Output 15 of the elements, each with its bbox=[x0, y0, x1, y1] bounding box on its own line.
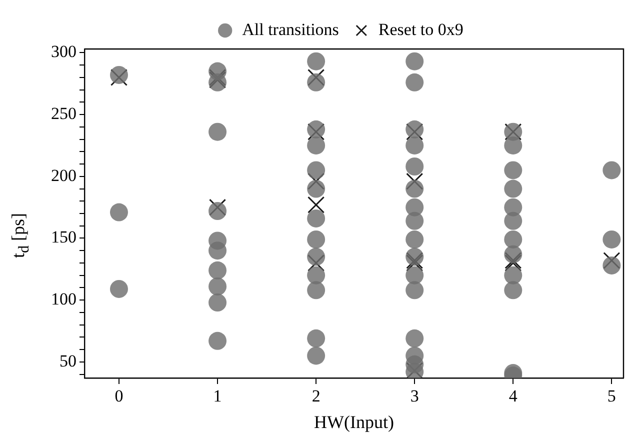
x-tick-label: 5 bbox=[607, 386, 616, 406]
y-tick-label: 300 bbox=[51, 42, 76, 62]
x-axis-title: HW(Input) bbox=[314, 412, 394, 432]
x-tick-label: 2 bbox=[312, 386, 320, 406]
legend-label: Reset to 0x9 bbox=[378, 20, 464, 39]
x-tick-label: 0 bbox=[114, 386, 124, 406]
y-tick-label: 50 bbox=[60, 351, 76, 370]
y-tick-label: 150 bbox=[51, 228, 76, 247]
y-tick-label: 200 bbox=[51, 166, 76, 185]
x-tick-label: 4 bbox=[508, 386, 518, 406]
x-tick-label: 1 bbox=[213, 386, 222, 406]
y-tick-label: 250 bbox=[51, 104, 76, 124]
legend-label: All transitions bbox=[242, 20, 339, 39]
y-tick-label: 100 bbox=[51, 290, 76, 309]
x-tick-label: 3 bbox=[410, 386, 419, 406]
